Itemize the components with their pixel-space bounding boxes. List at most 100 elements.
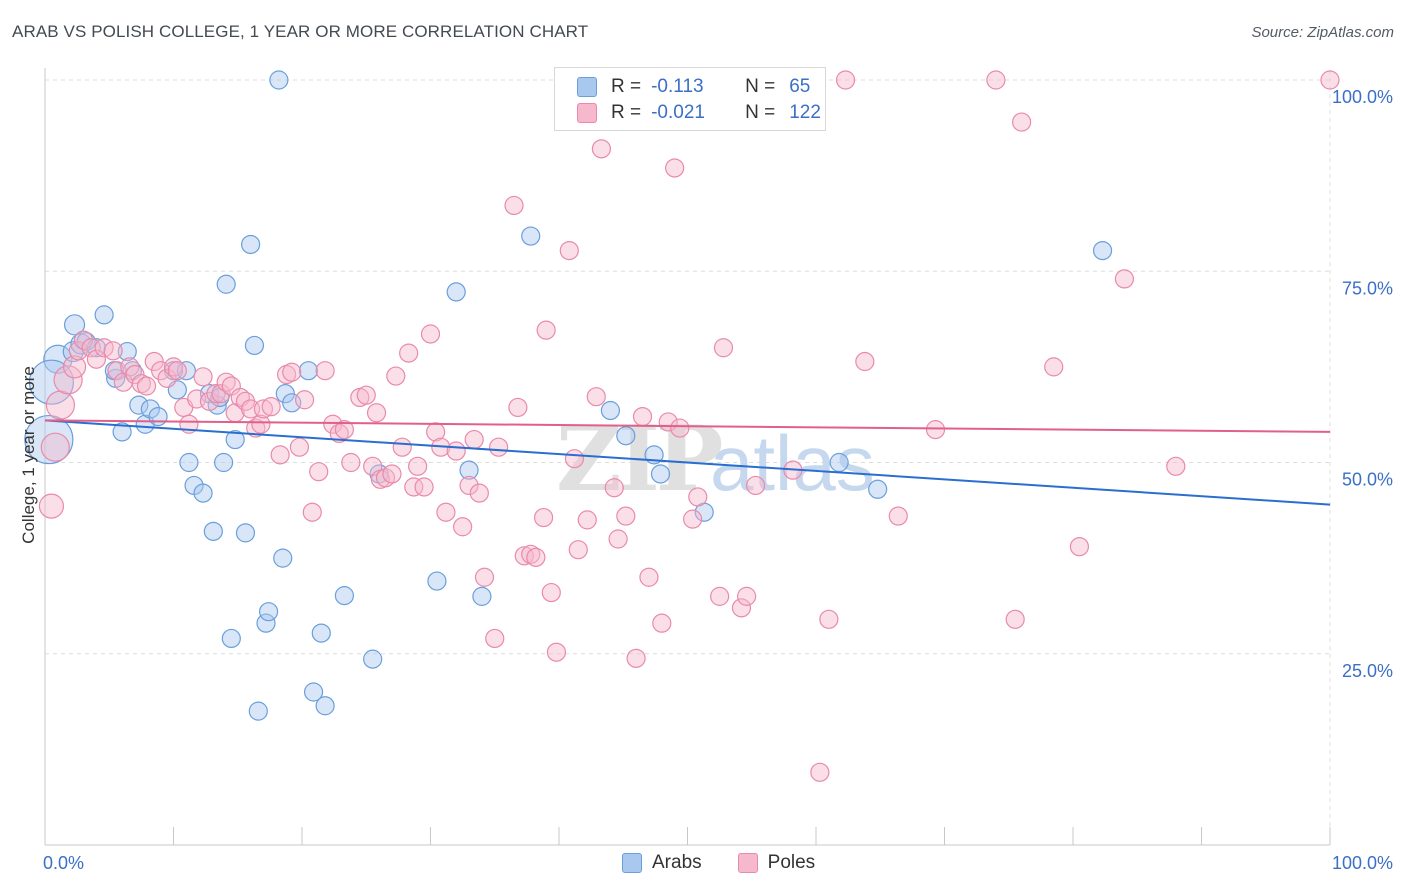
correlation-legend: R = -0.113 N = 65 R = -0.021 N = 122 (554, 67, 826, 131)
poles-point-117 (1011, 112, 1032, 132)
poles-point-111 (835, 70, 856, 90)
poles-point-45 (309, 462, 329, 482)
poles-point-63 (414, 477, 434, 497)
trend-line-arabs (44, 419, 1331, 506)
poles-n-value: 122 (789, 102, 821, 123)
arabs-point-61 (1092, 240, 1113, 261)
arabs-point-30 (221, 628, 241, 649)
poles-point-85 (559, 240, 579, 261)
arabs-point-39 (273, 548, 293, 568)
legend-row-arabs: R = -0.113 N = 65 (577, 74, 810, 100)
poles-point-115 (986, 70, 1006, 90)
poles-point-16 (136, 376, 157, 396)
arabs-point-50 (446, 282, 466, 302)
poles-point-116 (1005, 609, 1025, 629)
arabs-swatch (577, 77, 597, 97)
poles-point-6 (73, 330, 94, 350)
poles-point-81 (533, 507, 554, 528)
poles-point-4 (62, 355, 87, 379)
arabs-point-25 (203, 521, 223, 541)
arabs-point-53 (521, 226, 541, 246)
poles-r-label: R = (611, 102, 642, 123)
poles-point-67 (436, 502, 456, 522)
poles-point-69 (453, 517, 473, 537)
poles-point-52 (356, 385, 376, 405)
poles-point-49 (334, 420, 355, 440)
watermark: ZIP atlas (556, 406, 875, 512)
poles-point-118 (1044, 357, 1064, 377)
poles-point-97 (652, 613, 672, 633)
poles-point-73 (474, 567, 495, 587)
poles-point-70 (459, 475, 479, 496)
poles-point-96 (639, 567, 659, 587)
arabs-point-57 (650, 464, 671, 484)
poles-point-101 (683, 509, 703, 529)
poles-point-104 (713, 338, 734, 358)
poles-point-38 (261, 397, 281, 417)
arabs-point-29 (216, 274, 236, 294)
legend-arabs-label: Arabs (652, 852, 702, 873)
poles-point-28 (211, 384, 231, 404)
arabs-n-label: N = (745, 76, 776, 97)
poles-point-25 (193, 367, 213, 387)
poles-point-112 (855, 351, 875, 372)
poles-point-75 (489, 437, 509, 457)
poles-point-105 (731, 598, 752, 618)
poles-point-21 (167, 361, 187, 381)
trend-line-poles (44, 419, 1331, 433)
arabs-point-49 (427, 571, 447, 591)
poles-point-50 (341, 452, 361, 473)
poles-n-label: N = (745, 102, 776, 123)
chart-title: ARAB VS POLISH COLLEGE, 1 YEAR OR MORE C… (12, 22, 589, 41)
arabs-point-38 (269, 70, 289, 90)
arabs-point-43 (303, 682, 324, 702)
arabs-point-35 (248, 701, 268, 721)
arabs-r-value: -0.113 (651, 76, 704, 97)
poles-point-110 (819, 609, 839, 629)
y-tick-label-50: 50.0% (1342, 470, 1393, 490)
poles-point-60 (399, 343, 419, 363)
poles-point-46 (315, 361, 335, 381)
poles-point-80 (526, 547, 546, 567)
poles-point-20 (163, 357, 184, 377)
poles-point-8 (86, 349, 107, 369)
poles-point-36 (251, 414, 271, 434)
poles-point-71 (464, 429, 484, 450)
y-tick-label-25: 25.0% (1342, 661, 1393, 681)
arabs-point-2 (24, 414, 74, 465)
poles-point-11 (107, 361, 127, 381)
poles-point-37 (253, 399, 274, 419)
x-tick-label-0: 0.0% (43, 853, 84, 873)
arabs-point-55 (616, 426, 636, 446)
poles-point-0 (38, 493, 65, 519)
poles-point-89 (586, 387, 606, 407)
arabs-point-16 (140, 399, 160, 419)
poles-point-42 (289, 437, 310, 457)
poles-point-72 (469, 483, 489, 503)
arabs-point-23 (193, 483, 213, 503)
y-tick-label-100: 100.0% (1332, 87, 1393, 107)
arabs-point-44 (311, 623, 331, 643)
poles-point-120 (1114, 269, 1135, 289)
poles-point-19 (157, 368, 177, 388)
legend-poles-swatch (737, 853, 758, 873)
poles-point-91 (604, 478, 624, 498)
poles-point-76 (504, 195, 524, 216)
poles-point-109 (810, 762, 830, 782)
arabs-point-60 (868, 479, 888, 499)
arabs-point-33 (241, 234, 261, 255)
poles-point-35 (246, 418, 266, 438)
arabs-point-28 (214, 452, 234, 473)
poles-swatch (577, 103, 597, 123)
poles-point-87 (568, 540, 588, 560)
poles-point-103 (710, 586, 730, 606)
poles-point-107 (746, 475, 766, 496)
poles-point-113 (888, 506, 908, 526)
poles-r-value: -0.021 (651, 102, 705, 123)
poles-point-43 (294, 390, 315, 410)
poles-point-57 (382, 464, 402, 484)
arabs-point-52 (472, 586, 492, 606)
poles-point-88 (577, 510, 597, 530)
poles-point-102 (688, 487, 708, 507)
